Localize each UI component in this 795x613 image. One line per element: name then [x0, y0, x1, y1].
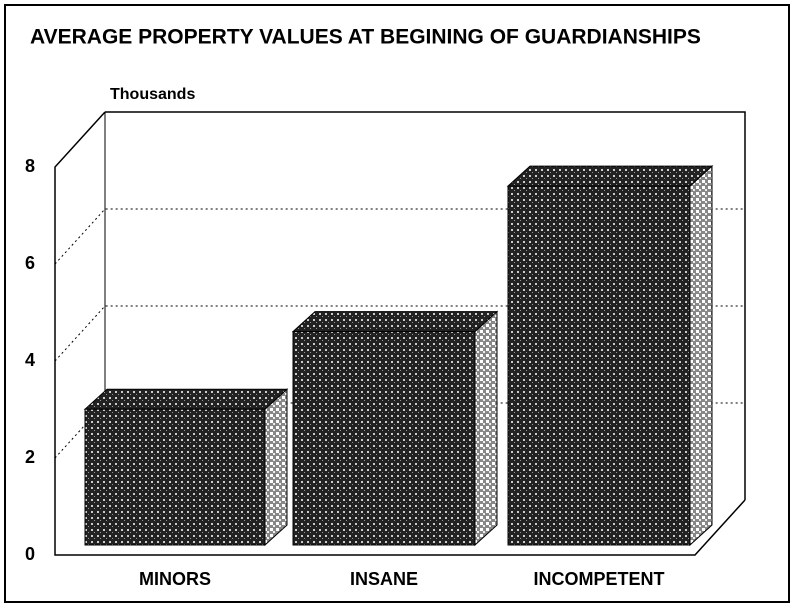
y-tick-label: 2: [25, 447, 35, 467]
y-tick-label: 0: [25, 544, 35, 564]
bar: [83, 388, 289, 547]
chart-title: AVERAGE PROPERTY VALUES AT BEGINING OF G…: [30, 26, 701, 49]
side-wall: [54, 111, 746, 556]
y-tick-label: 8: [25, 156, 35, 176]
bar-side: [264, 388, 288, 547]
bar-side: [689, 164, 713, 547]
plot: 0 2 4 6 8 MINORS INSANE INCOMPETENT: [25, 111, 746, 589]
bar-top: [506, 165, 714, 187]
frame: [4, 4, 790, 603]
bar-front: [84, 408, 266, 546]
bar-front: [292, 331, 476, 546]
y-tick-label: 6: [25, 253, 35, 273]
bar-side: [474, 310, 498, 547]
y-axis-title: Thousands: [110, 86, 195, 103]
bar: [506, 164, 714, 547]
bar-front: [507, 185, 691, 546]
bar-top: [83, 388, 289, 410]
bar-top: [291, 311, 499, 333]
y-tick-label: 4: [25, 350, 35, 370]
bar: [291, 310, 499, 547]
x-tick-label: INSANE: [350, 569, 418, 589]
back-wall: [105, 111, 746, 500]
x-tick-label: INCOMPETENT: [533, 569, 664, 589]
x-tick-label: MINORS: [139, 569, 211, 589]
